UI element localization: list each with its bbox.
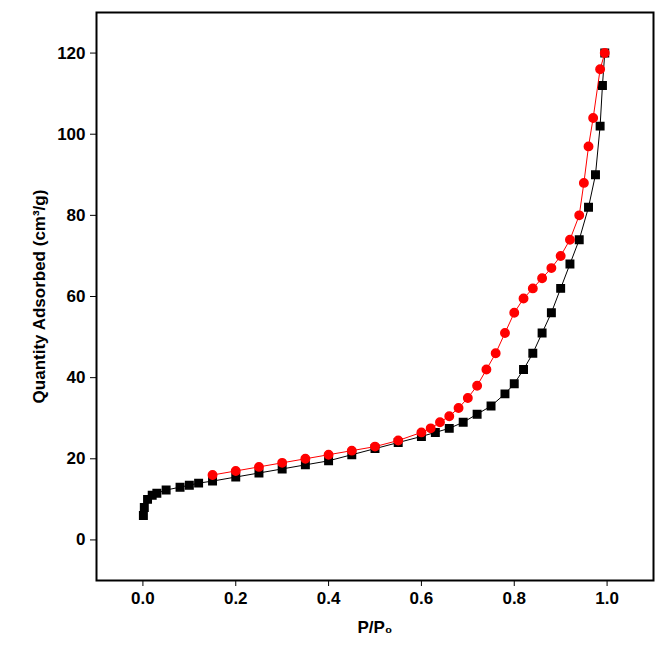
svg-text:40: 40	[67, 368, 86, 387]
svg-text:0.6: 0.6	[410, 589, 434, 608]
svg-text:1.0: 1.0	[595, 589, 619, 608]
svg-text:P/P₀: P/P₀	[357, 618, 392, 637]
svg-text:100: 100	[57, 125, 85, 144]
svg-text:0.8: 0.8	[502, 589, 526, 608]
svg-text:20: 20	[67, 449, 86, 468]
svg-text:0.4: 0.4	[317, 589, 341, 608]
svg-text:0: 0	[76, 530, 85, 549]
svg-text:120: 120	[57, 44, 85, 63]
svg-text:Quantity Adsorbed (cm³/g): Quantity Adsorbed (cm³/g)	[30, 190, 49, 404]
svg-text:0.0: 0.0	[131, 589, 155, 608]
svg-text:60: 60	[67, 287, 86, 306]
svg-text:80: 80	[67, 206, 86, 225]
svg-text:0.2: 0.2	[224, 589, 248, 608]
